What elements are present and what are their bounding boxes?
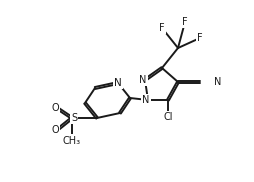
Text: Cl: Cl	[163, 112, 173, 122]
Text: O: O	[51, 103, 59, 113]
Text: N: N	[142, 95, 150, 105]
Text: F: F	[197, 33, 203, 43]
Text: F: F	[159, 23, 165, 33]
Text: N: N	[139, 75, 147, 85]
Text: N: N	[214, 77, 222, 87]
Text: S: S	[69, 135, 75, 145]
Text: F: F	[182, 17, 188, 27]
Text: O: O	[51, 125, 59, 135]
Text: N: N	[114, 78, 122, 88]
Text: CH₃: CH₃	[63, 136, 81, 146]
Text: S: S	[71, 113, 77, 123]
